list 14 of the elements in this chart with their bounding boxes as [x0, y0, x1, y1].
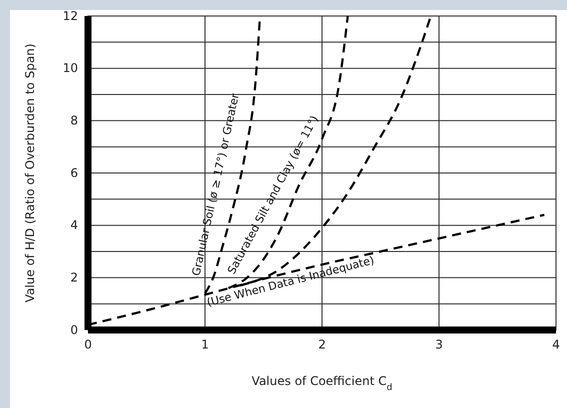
y-tick-label: 8 [70, 114, 78, 128]
x-tick-label: 3 [435, 338, 443, 352]
y-tick-label: 6 [70, 166, 78, 180]
x-tick-label: 0 [84, 338, 92, 352]
y-tick-label: 2 [70, 270, 78, 285]
x-tick-label: 4 [552, 338, 560, 352]
y-tick-label: 0 [70, 322, 78, 337]
x-tick-label: 2 [318, 338, 326, 352]
y-axis-title: Value of H/D (Ratio of Overburden to Span) [23, 44, 37, 302]
x-tick-label: 1 [201, 338, 209, 352]
y-tick-label: 10 [62, 61, 78, 76]
y-tick-label: 12 [62, 8, 78, 23]
y-tick-label: 4 [70, 218, 78, 232]
x-axis-title: Values of Coefficient C$_{d}$ [252, 374, 392, 393]
